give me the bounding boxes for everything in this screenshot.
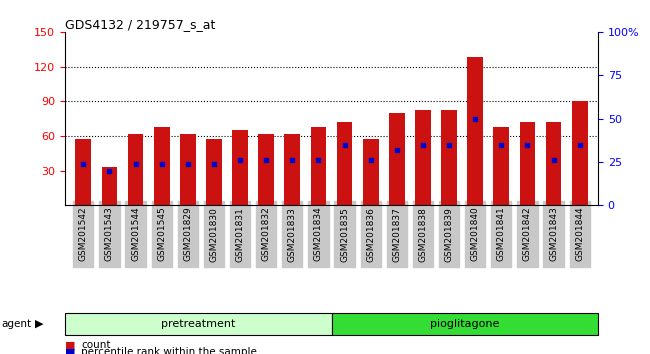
Point xyxy=(522,142,532,147)
Bar xyxy=(337,122,352,205)
Point xyxy=(104,168,114,173)
Text: ■: ■ xyxy=(65,347,75,354)
Point xyxy=(470,116,480,121)
Point xyxy=(287,158,298,163)
Point xyxy=(209,161,219,166)
Point xyxy=(549,158,559,163)
Point xyxy=(235,158,245,163)
Text: pioglitagone: pioglitagone xyxy=(430,319,499,329)
Point xyxy=(339,142,350,147)
Bar xyxy=(546,122,562,205)
Bar xyxy=(232,130,248,205)
Bar xyxy=(180,133,196,205)
Bar xyxy=(363,139,378,205)
Bar xyxy=(285,133,300,205)
Bar xyxy=(258,133,274,205)
Point xyxy=(391,147,402,153)
Point xyxy=(157,161,167,166)
Bar xyxy=(441,110,457,205)
Bar xyxy=(75,139,91,205)
Point xyxy=(496,142,506,147)
Text: agent: agent xyxy=(1,319,31,329)
Point xyxy=(183,161,193,166)
Point xyxy=(313,158,324,163)
Bar xyxy=(467,57,483,205)
Bar xyxy=(127,133,144,205)
Point xyxy=(418,142,428,147)
Bar xyxy=(389,113,405,205)
Point xyxy=(131,161,141,166)
Bar xyxy=(206,139,222,205)
Bar xyxy=(154,127,170,205)
Bar xyxy=(101,167,117,205)
Point xyxy=(78,161,88,166)
Bar xyxy=(519,122,536,205)
Text: count: count xyxy=(81,340,110,350)
Text: pretreatment: pretreatment xyxy=(161,319,235,329)
Point xyxy=(365,158,376,163)
Text: percentile rank within the sample: percentile rank within the sample xyxy=(81,347,257,354)
Text: ■: ■ xyxy=(65,340,75,350)
Bar xyxy=(493,127,509,205)
Bar xyxy=(311,127,326,205)
Point xyxy=(261,158,272,163)
Point xyxy=(575,142,585,147)
Text: GDS4132 / 219757_s_at: GDS4132 / 219757_s_at xyxy=(65,18,215,31)
Bar xyxy=(415,110,431,205)
Bar xyxy=(572,101,588,205)
Text: ▶: ▶ xyxy=(35,319,44,329)
Point xyxy=(444,142,454,147)
